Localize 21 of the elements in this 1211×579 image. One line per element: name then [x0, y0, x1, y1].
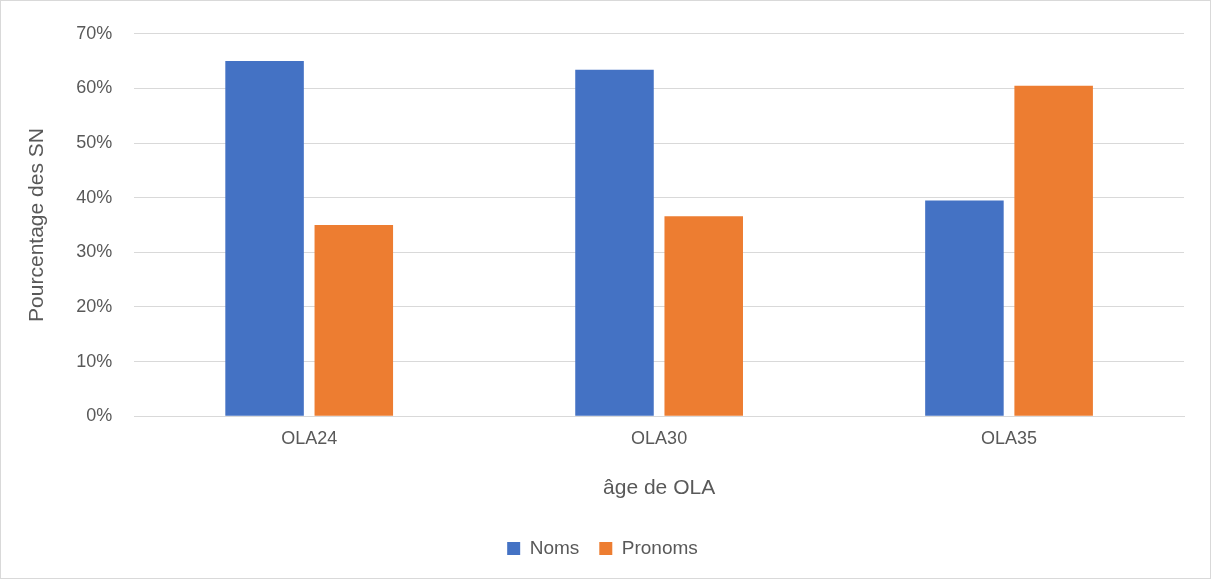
y-tick-label: 30%: [76, 241, 113, 262]
y-tick-label: 0%: [86, 405, 113, 426]
bar: [575, 69, 654, 416]
bar: [664, 216, 743, 416]
bar: [925, 200, 1004, 416]
bar: [1014, 85, 1093, 416]
y-tick-label: 10%: [76, 350, 113, 371]
y-tick-label: 20%: [76, 295, 113, 316]
x-tick-label: OLA30: [631, 427, 688, 448]
x-tick-label: OLA35: [981, 427, 1038, 448]
legend-label: Noms: [529, 536, 580, 558]
y-tick-label: 50%: [76, 132, 113, 153]
legend-label: Pronoms: [621, 536, 698, 558]
bar: [314, 225, 394, 416]
y-tick-label: 40%: [76, 186, 113, 207]
y-tick-label: 70%: [76, 22, 113, 43]
x-tick-label: OLA24: [281, 427, 338, 448]
y-tick-label: 60%: [76, 77, 113, 98]
bar: [225, 61, 304, 416]
y-axis-title: Pourcentage des SN: [24, 128, 48, 322]
x-axis-title: âge de OLA: [603, 475, 716, 499]
